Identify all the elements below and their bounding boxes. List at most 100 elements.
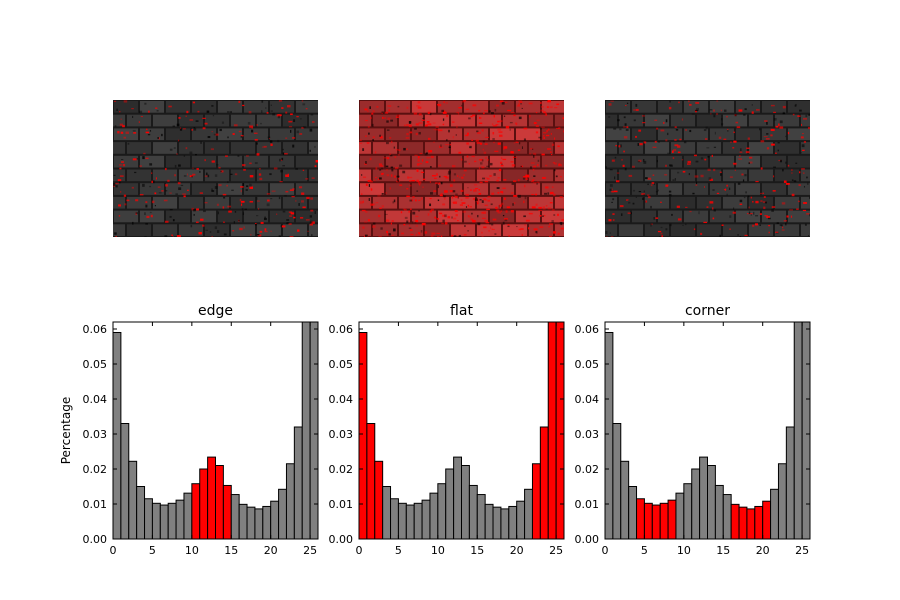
x-tick-label: 15 — [224, 544, 238, 557]
bar-corner-22 — [777, 463, 787, 539]
bar-corner-8 — [667, 499, 677, 539]
bar-corner-5 — [643, 502, 653, 539]
y-tick-label: 0.05 — [575, 358, 600, 371]
bar-corner-23 — [785, 426, 795, 539]
x-tick-label: 10 — [677, 544, 691, 557]
y-tick-label: 0.05 — [83, 358, 108, 371]
bar-flat-8 — [421, 499, 431, 539]
bar-flat-7 — [413, 502, 423, 539]
bar-edge-0 — [113, 332, 122, 539]
bar-flat-1 — [366, 423, 376, 539]
bar-corner-19 — [754, 505, 764, 539]
y-tick-label: 0.02 — [575, 463, 600, 476]
bar-edge-8 — [175, 499, 185, 539]
x-tick-label: 5 — [149, 544, 156, 557]
x-tick-label: 25 — [795, 544, 809, 557]
bar-corner-24 — [793, 322, 803, 539]
bar-flat-23 — [539, 426, 549, 539]
bar-flat-5 — [397, 502, 407, 539]
brick-image-1 — [113, 100, 318, 237]
histogram-panels: edge 0 5 10 15 20 25 0.00 0.01 0.02 0.03 0.04 0.05 0.… — [59, 303, 811, 557]
x-tick-label: 25 — [549, 544, 563, 557]
y-tick-label: 0.06 — [575, 323, 600, 336]
chart-title-flat: flat — [450, 303, 473, 319]
bar-flat-19 — [508, 505, 518, 539]
bar-edge-24 — [301, 322, 311, 539]
bar-flat-18 — [500, 508, 510, 539]
bar-corner-15 — [722, 494, 732, 539]
bar-edge-22 — [285, 463, 295, 539]
bar-edge-13 — [215, 465, 224, 539]
bar-edge-2 — [128, 460, 138, 539]
brick-image-2 — [359, 100, 564, 237]
bar-flat-16 — [484, 503, 494, 539]
bar-corner-6 — [651, 504, 661, 539]
axes-frame-edge — [112, 321, 319, 540]
x-tick-label: 10 — [185, 544, 199, 557]
y-tick-label: 0.06 — [329, 323, 354, 336]
axes-frame-corner — [604, 321, 811, 540]
histogram-flat: flat 0 5 10 15 20 25 0.00 0.01 0.02 0.03 0.04 0.05 0.… — [329, 303, 565, 557]
y-tick-label: 0.00 — [329, 533, 354, 546]
bar-flat-6 — [405, 504, 415, 539]
bar-corner-21 — [770, 488, 779, 539]
x-tick-label: 0 — [110, 544, 117, 557]
axes-frame-flat — [358, 321, 565, 540]
bar-corner-7 — [659, 502, 669, 539]
x-tick-label: 25 — [303, 544, 317, 557]
bar-corner-10 — [683, 483, 693, 539]
x-tick-label: 20 — [264, 544, 278, 557]
bar-flat-20 — [516, 500, 526, 539]
bar-edge-17 — [246, 506, 256, 539]
bar-flat-12 — [453, 456, 463, 539]
bar-edge-6 — [159, 504, 169, 539]
bar-corner-1 — [612, 423, 622, 539]
bar-corner-25 — [801, 322, 810, 539]
y-tick-label: 0.02 — [329, 463, 354, 476]
bar-flat-17 — [492, 506, 502, 539]
x-tick-label: 10 — [431, 544, 445, 557]
bar-corner-20 — [762, 500, 772, 539]
bar-edge-1 — [120, 423, 130, 539]
x-tick-label: 15 — [716, 544, 730, 557]
bar-flat-24 — [547, 322, 557, 539]
bar-edge-5 — [151, 502, 161, 539]
y-tick-label: 0.04 — [329, 393, 354, 406]
bar-corner-3 — [628, 486, 638, 539]
x-tick-label: 0 — [602, 544, 609, 557]
bar-flat-13 — [461, 465, 470, 539]
y-tick-label: 0.01 — [83, 498, 108, 511]
x-tick-label: 5 — [641, 544, 648, 557]
bar-edge-9 — [183, 492, 193, 539]
bar-edge-12 — [207, 456, 217, 539]
bar-edge-20 — [270, 500, 280, 539]
bar-flat-2 — [374, 460, 384, 539]
bar-flat-9 — [429, 492, 439, 539]
bar-flat-11 — [445, 468, 455, 539]
y-tick-label: 0.04 — [575, 393, 600, 406]
x-tick-label: 15 — [470, 544, 484, 557]
bar-flat-3 — [382, 486, 392, 539]
bar-edge-21 — [278, 488, 287, 539]
bar-corner-13 — [707, 465, 716, 539]
y-tick-label: 0.05 — [329, 358, 354, 371]
bar-flat-15 — [476, 494, 486, 539]
y-tick-label: 0.03 — [329, 428, 354, 441]
bar-edge-3 — [136, 486, 146, 539]
brick-images — [113, 100, 810, 237]
x-tick-label: 20 — [756, 544, 770, 557]
x-tick-label: 5 — [395, 544, 402, 557]
chart-title-corner: corner — [685, 303, 730, 319]
bar-corner-16 — [730, 503, 740, 539]
histogram-corner: corner 0 5 10 15 20 25 0.00 0.01 0.02 0.03 0.04 0.05… — [575, 303, 811, 557]
bar-corner-9 — [675, 492, 685, 539]
bar-edge-23 — [293, 426, 303, 539]
bar-flat-21 — [524, 488, 533, 539]
x-tick-label: 0 — [356, 544, 363, 557]
bar-flat-0 — [359, 332, 368, 539]
y-tick-label: 0.00 — [575, 533, 600, 546]
bar-edge-19 — [262, 505, 272, 539]
bar-flat-4 — [390, 498, 399, 539]
y-tick-label: 0.02 — [83, 463, 108, 476]
y-tick-label: 0.04 — [83, 393, 108, 406]
